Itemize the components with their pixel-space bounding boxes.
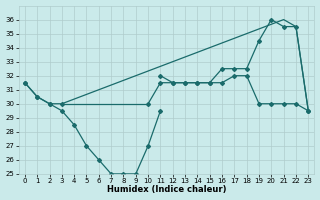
X-axis label: Humidex (Indice chaleur): Humidex (Indice chaleur)	[107, 185, 226, 194]
